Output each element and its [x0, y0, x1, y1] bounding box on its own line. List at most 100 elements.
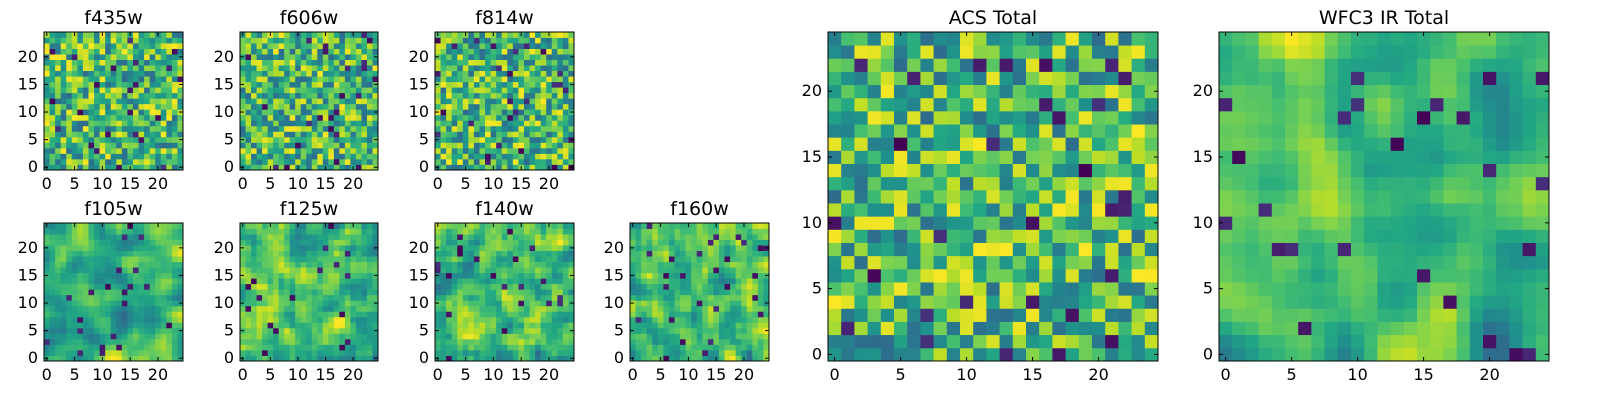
heatmap-cell: [99, 245, 106, 251]
heatmap-cell: [691, 223, 698, 229]
heatmap-cell: [278, 48, 285, 55]
heatmap-cell: [960, 189, 974, 204]
heatmap-cell: [479, 43, 486, 49]
heatmap-cell: [657, 322, 664, 329]
heatmap-cell: [479, 103, 486, 110]
heatmap-cell: [177, 239, 184, 246]
heatmap-cell: [724, 283, 731, 290]
heatmap-cell: [741, 327, 748, 334]
heatmap-cell: [60, 54, 67, 60]
heatmap-cell: [262, 333, 268, 340]
heatmap-cell: [278, 349, 285, 356]
heatmap-cell: [529, 344, 536, 351]
heatmap-cell: [94, 87, 100, 94]
heatmap-cell: [256, 136, 263, 143]
heatmap-cell: [535, 109, 542, 116]
heatmap-cell: [646, 322, 653, 329]
heatmap-cell: [177, 120, 184, 127]
heatmap-cell: [82, 92, 89, 99]
heatmap-cell: [155, 114, 162, 121]
heatmap-cell: [641, 327, 648, 334]
heatmap-cell: [568, 256, 575, 263]
heatmap-cell: [446, 289, 453, 296]
heatmap-cell: [66, 355, 73, 362]
heatmap-cell: [116, 322, 123, 329]
heatmap-cell: [457, 54, 464, 60]
heatmap-cell: [680, 250, 686, 257]
heatmap-cell: [523, 322, 530, 329]
heatmap-cell: [485, 228, 491, 235]
heatmap-cell: [99, 103, 106, 110]
y-tick-label: 15: [18, 265, 38, 284]
heatmap-cell: [366, 245, 373, 251]
heatmap-cell: [551, 164, 558, 171]
panel-title: ACS Total: [949, 7, 1037, 29]
heatmap-cell: [473, 76, 480, 83]
heatmap-cell: [440, 164, 447, 171]
heatmap-cell: [372, 228, 379, 235]
heatmap-cell: [496, 272, 503, 279]
heatmap-cell: [485, 355, 491, 362]
heatmap-cell: [1118, 295, 1132, 309]
heatmap-cell: [121, 81, 128, 88]
heatmap-cell: [295, 70, 302, 77]
heatmap-cell: [49, 239, 56, 246]
heatmap-cell: [311, 92, 318, 99]
heatmap-cell: [306, 87, 313, 94]
heatmap-cell: [1118, 347, 1132, 362]
heatmap-cell: [295, 54, 302, 60]
heatmap-cell: [262, 87, 268, 94]
heatmap-cell: [652, 333, 659, 340]
heatmap-cell: [894, 334, 908, 349]
heatmap-cell: [462, 250, 469, 257]
heatmap-cell: [473, 81, 480, 88]
heatmap-cell: [55, 261, 62, 268]
y-tick-label: 0: [28, 348, 38, 367]
heatmap-cell: [1118, 282, 1132, 296]
heatmap-cell: [350, 294, 357, 301]
heatmap-cell: [501, 316, 508, 323]
heatmap-cell: [685, 322, 692, 329]
heatmap-cell: [757, 278, 764, 285]
heatmap-cell: [1144, 229, 1159, 243]
heatmap-cell: [1078, 255, 1093, 270]
heatmap-cell: [66, 305, 73, 312]
heatmap-cell: [551, 261, 558, 268]
heatmap-cell: [333, 131, 340, 138]
heatmap-cell: [501, 322, 508, 329]
y-tick-label: 15: [409, 265, 429, 284]
heatmap-cell: [144, 92, 151, 99]
heatmap-cell: [512, 153, 519, 160]
heatmap-cell: [451, 278, 458, 285]
heatmap-cell: [267, 147, 274, 154]
heatmap-cell: [344, 228, 351, 235]
heatmap-cell: [512, 344, 519, 351]
heatmap-cell: [251, 267, 257, 274]
panel-title: f606w: [280, 7, 339, 29]
heatmap-cell: [435, 147, 441, 154]
heatmap-cell: [339, 344, 346, 351]
heatmap-cell: [668, 278, 675, 285]
heatmap-cell: [523, 245, 530, 251]
heatmap-cell: [523, 283, 530, 290]
heatmap-cell: [240, 59, 246, 66]
heatmap-cell: [691, 311, 698, 318]
heatmap-cell: [724, 245, 731, 251]
heatmap-cell: [160, 300, 167, 307]
heatmap-cell: [568, 283, 575, 290]
heatmap-cell: [479, 322, 486, 329]
heatmap-cell: [713, 333, 720, 340]
heatmap-cell: [322, 70, 329, 77]
heatmap-cell: [468, 147, 475, 154]
heatmap-cell: [177, 76, 184, 83]
heatmap-cell: [440, 125, 447, 132]
heatmap-cell: [735, 261, 742, 268]
x-tick-label: 15: [315, 174, 335, 193]
heatmap-cell: [333, 239, 340, 246]
heatmap-cell: [171, 322, 178, 329]
heatmap-cell: [116, 147, 123, 154]
heatmap-cell: [641, 223, 648, 229]
heatmap-cell: [166, 245, 173, 251]
heatmap-cell: [177, 338, 184, 345]
heatmap-cell: [77, 283, 84, 290]
